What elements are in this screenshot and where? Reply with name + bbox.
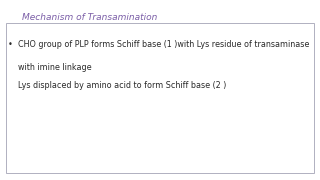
Text: Lys displaced by amino acid to form Schiff base (2 ): Lys displaced by amino acid to form Schi… (18, 81, 226, 90)
Text: Mechanism of Transamination: Mechanism of Transamination (22, 13, 158, 22)
Text: with imine linkage: with imine linkage (18, 63, 91, 72)
FancyBboxPatch shape (6, 23, 314, 173)
Text: •: • (8, 40, 13, 49)
Text: CHO group of PLP forms Schiff base (1 )with Lys residue of transaminase: CHO group of PLP forms Schiff base (1 )w… (18, 40, 309, 49)
